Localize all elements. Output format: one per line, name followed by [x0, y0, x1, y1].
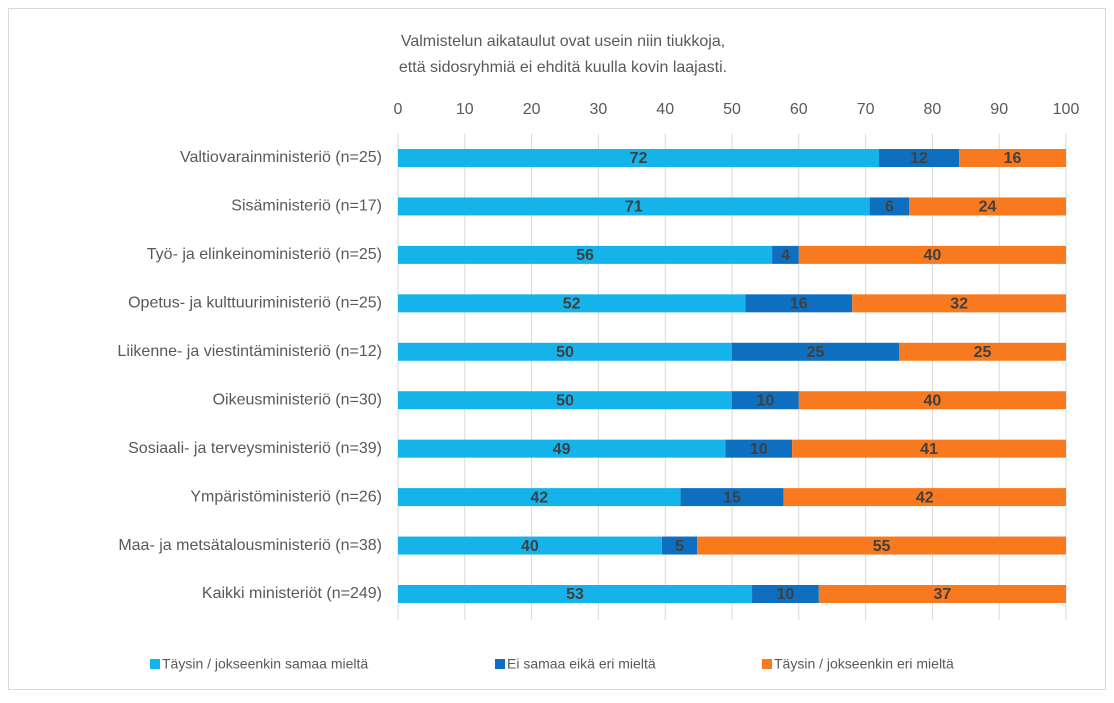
y-tick-label: Liikenne- ja viestintäministeriö (n=12)	[117, 343, 382, 360]
data-label: 40	[924, 392, 942, 409]
x-tick-label: 60	[790, 101, 808, 118]
data-label: 12	[910, 150, 928, 167]
bar-segment	[899, 342, 1066, 361]
data-label: 32	[950, 296, 968, 313]
x-tick-label: 100	[1053, 101, 1080, 118]
y-tick-label: Oikeusministeriö (n=30)	[213, 391, 382, 408]
data-label: 52	[563, 296, 581, 313]
data-label: 53	[566, 586, 584, 603]
bar-segment	[772, 245, 799, 264]
y-tick-label: Sisäministeriö (n=17)	[231, 198, 382, 215]
x-tick-label: 70	[857, 101, 875, 118]
x-tick-label: 90	[990, 101, 1008, 118]
bar-segment	[398, 149, 879, 167]
bar-segment	[398, 536, 662, 555]
bar-segment	[398, 391, 732, 410]
y-tick-label: Maa- ja metsätalousministeriö (n=38)	[118, 537, 382, 554]
data-label: 37	[934, 586, 952, 603]
data-label: 10	[757, 392, 775, 409]
data-label: 16	[790, 296, 808, 313]
bar-segment	[697, 536, 1066, 555]
bar-segment	[752, 585, 819, 603]
x-tick-label: 0	[394, 101, 403, 118]
data-label: 41	[920, 441, 938, 458]
data-label: 50	[556, 392, 574, 409]
y-tick-label: Opetus- ja kulttuuriministeriö (n=25)	[128, 295, 382, 312]
x-tick-label: 50	[723, 101, 741, 118]
bar-segment	[878, 149, 960, 167]
bar-segment	[818, 585, 1066, 603]
bar-segment	[869, 197, 910, 216]
legend-label: Täysin / jokseenkin samaa mieltä	[162, 656, 368, 672]
legend-swatch	[150, 659, 160, 669]
data-label: 15	[723, 489, 741, 506]
data-label: 72	[630, 150, 648, 167]
data-label: 16	[1004, 150, 1022, 167]
data-label: 71	[625, 199, 643, 216]
bar-segment	[398, 245, 773, 264]
y-tick-label: Valtiovarainministeriö (n=25)	[180, 149, 382, 166]
data-label: 56	[576, 247, 594, 264]
bar-segment	[398, 342, 732, 361]
bar-segment	[398, 294, 746, 313]
bar-segment	[732, 391, 799, 410]
data-label: 4	[781, 247, 790, 264]
bar-segment	[398, 585, 753, 603]
bar-segment	[732, 342, 899, 361]
data-label: 6	[885, 199, 894, 216]
bar-segment	[725, 439, 793, 458]
data-label: 40	[521, 538, 539, 555]
bar-segment	[783, 488, 1066, 507]
y-tick-label: Ympäristöministeriö (n=26)	[190, 488, 382, 505]
bar-segment	[798, 245, 1066, 264]
bar-segment	[798, 391, 1066, 410]
data-label: 42	[916, 489, 934, 506]
x-tick-label: 30	[590, 101, 608, 118]
bar-segment	[680, 488, 784, 507]
data-label: 49	[553, 441, 571, 458]
legend-swatch	[495, 659, 505, 669]
chart-title: Valmistelun aikataulut ovat usein niin t…	[401, 33, 725, 50]
data-label: 10	[750, 441, 768, 458]
y-tick-label: Sosiaali- ja terveysministeriö (n=39)	[128, 440, 382, 457]
x-tick-label: 10	[456, 101, 474, 118]
x-tick-label: 80	[924, 101, 942, 118]
data-label: 24	[979, 199, 997, 216]
data-label: 25	[974, 344, 992, 361]
bar-segment	[398, 439, 726, 458]
legend-label: Ei samaa eikä eri mieltä	[507, 656, 656, 672]
data-label: 5	[675, 538, 684, 555]
x-tick-label: 40	[656, 101, 674, 118]
data-label: 50	[556, 344, 574, 361]
legend-label: Täysin / jokseenkin eri mieltä	[774, 656, 954, 672]
legend-swatch	[762, 659, 772, 669]
y-tick-label: Työ- ja elinkeinoministeriö (n=25)	[147, 246, 382, 263]
bar-segment	[661, 536, 698, 555]
data-label: 40	[924, 247, 942, 264]
data-label: 10	[777, 586, 795, 603]
bar-segment	[909, 197, 1066, 216]
bar-segment	[398, 197, 870, 216]
data-label: 25	[807, 344, 825, 361]
bar-segment	[852, 294, 1066, 313]
data-label: 42	[530, 489, 548, 506]
bar-segment	[745, 294, 853, 313]
bar-segment	[792, 439, 1066, 458]
bar-segment	[959, 149, 1066, 167]
bar-segment	[398, 488, 681, 507]
x-tick-label: 20	[523, 101, 541, 118]
data-label: 55	[873, 538, 891, 555]
y-tick-label: Kaikki ministeriöt (n=249)	[202, 585, 382, 602]
chart-title: että sidosryhmiä ei ehditä kuulla kovin …	[399, 59, 727, 76]
